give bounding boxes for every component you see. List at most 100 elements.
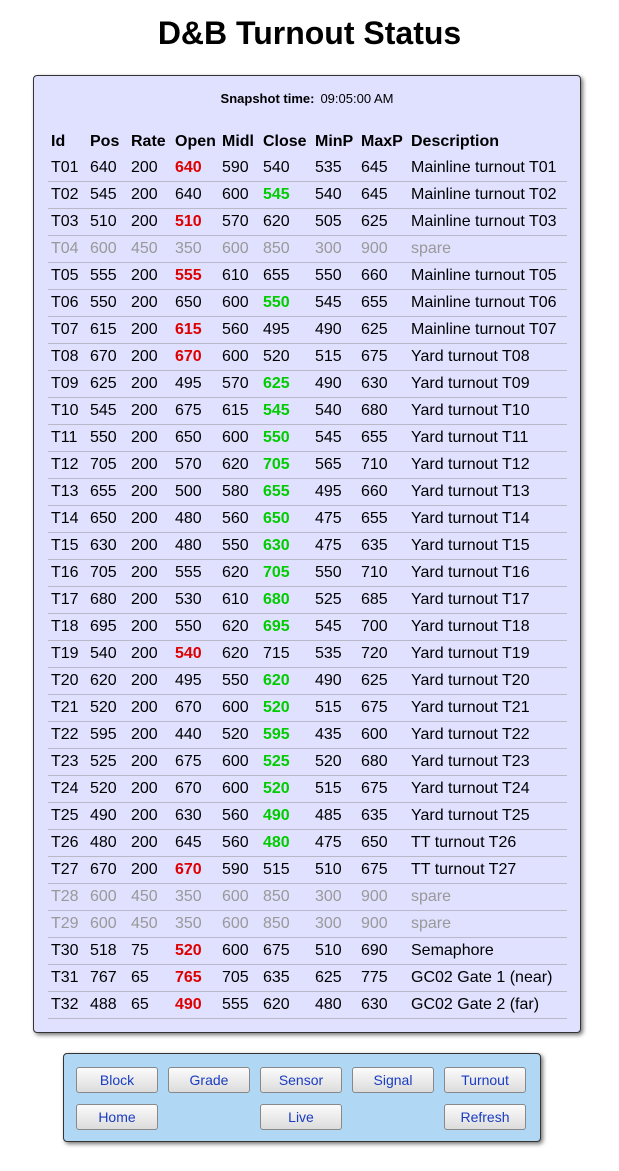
cell-rate: 200: [128, 694, 172, 722]
cell-pos: 680: [87, 586, 128, 614]
table-row: T12 705 200 570 620 705 565 710 Yard turnout T12: [48, 451, 567, 479]
cell-open: 670: [172, 775, 219, 803]
cell-minp: 435: [312, 721, 358, 749]
cell-open: 510: [172, 208, 219, 236]
cell-pos: 480: [87, 829, 128, 857]
cell-pos: 705: [87, 451, 128, 479]
cell-open: 570: [172, 451, 219, 479]
cell-pos: 550: [87, 289, 128, 317]
cell-id: T05: [48, 262, 87, 290]
table-row: T09 625 200 495 570 625 490 630 Yard turnout T09: [48, 370, 567, 398]
cell-description: spare: [408, 910, 567, 938]
cell-maxp: 635: [358, 532, 408, 560]
live-button[interactable]: Live: [260, 1104, 342, 1130]
cell-id: T17: [48, 586, 87, 614]
cell-minp: 625: [312, 964, 358, 992]
cell-id: T01: [48, 155, 87, 182]
cell-maxp: 600: [358, 721, 408, 749]
cell-minp: 490: [312, 370, 358, 398]
cell-id: T32: [48, 991, 87, 1019]
cell-midl: 550: [219, 667, 260, 695]
signal-button[interactable]: Signal: [352, 1067, 434, 1093]
cell-id: T10: [48, 397, 87, 425]
table-header-row: Id Pos Rate Open Midl Close MinP MaxP De…: [48, 128, 567, 155]
turnout-button[interactable]: Turnout: [444, 1067, 526, 1093]
table-row: T21 520 200 670 600 520 515 675 Yard turnout T21: [48, 694, 567, 722]
cell-close: 850: [260, 910, 312, 938]
cell-midl: 570: [219, 370, 260, 398]
cell-id: T13: [48, 478, 87, 506]
sensor-button[interactable]: Sensor: [260, 1067, 342, 1093]
cell-midl: 620: [219, 640, 260, 668]
col-header-id: Id: [51, 132, 66, 150]
cell-id: T22: [48, 721, 87, 749]
col-header-midl: Midl: [222, 132, 254, 150]
cell-maxp: 625: [358, 316, 408, 344]
cell-minp: 515: [312, 343, 358, 371]
cell-minp: 515: [312, 775, 358, 803]
grade-button[interactable]: Grade: [168, 1067, 250, 1093]
cell-open: 555: [172, 559, 219, 587]
cell-maxp: 650: [358, 829, 408, 857]
cell-midl: 705: [219, 964, 260, 992]
cell-pos: 490: [87, 802, 128, 830]
home-button[interactable]: Home: [76, 1104, 158, 1130]
cell-description: Yard turnout T11: [408, 424, 567, 452]
cell-rate: 200: [128, 667, 172, 695]
cell-description: Mainline turnout T05: [408, 262, 567, 290]
block-button[interactable]: Block: [76, 1067, 158, 1093]
cell-minp: 300: [312, 910, 358, 938]
cell-midl: 560: [219, 505, 260, 533]
cell-close: 655: [260, 478, 312, 506]
table-row: T22 595 200 440 520 595 435 600 Yard turnout T22: [48, 721, 567, 749]
cell-description: Yard turnout T20: [408, 667, 567, 695]
cell-midl: 560: [219, 802, 260, 830]
cell-id: T21: [48, 694, 87, 722]
cell-description: Semaphore: [408, 937, 567, 965]
nav-panel: Block Grade Sensor Signal Turnout Home L…: [63, 1053, 541, 1142]
cell-close: 630: [260, 532, 312, 560]
cell-midl: 600: [219, 289, 260, 317]
cell-pos: 630: [87, 532, 128, 560]
cell-midl: 610: [219, 262, 260, 290]
table-row: T16 705 200 555 620 705 550 710 Yard turnout T16: [48, 559, 567, 587]
cell-maxp: 675: [358, 775, 408, 803]
cell-maxp: 685: [358, 586, 408, 614]
cell-open: 350: [172, 883, 219, 911]
col-header-maxp: MaxP: [361, 132, 403, 150]
cell-minp: 545: [312, 289, 358, 317]
cell-close: 520: [260, 775, 312, 803]
cell-minp: 550: [312, 262, 358, 290]
cell-close: 705: [260, 451, 312, 479]
cell-description: TT turnout T26: [408, 829, 567, 857]
cell-minp: 485: [312, 802, 358, 830]
cell-open: 670: [172, 694, 219, 722]
cell-maxp: 680: [358, 397, 408, 425]
cell-pos: 600: [87, 883, 128, 911]
cell-rate: 200: [128, 613, 172, 641]
cell-close: 705: [260, 559, 312, 587]
col-header-description: Description: [411, 132, 500, 150]
cell-minp: 490: [312, 667, 358, 695]
col-header-close: Close: [263, 132, 307, 150]
cell-midl: 560: [219, 829, 260, 857]
cell-open: 490: [172, 991, 219, 1019]
cell-pos: 767: [87, 964, 128, 992]
cell-rate: 450: [128, 235, 172, 263]
cell-close: 635: [260, 964, 312, 992]
cell-midl: 620: [219, 451, 260, 479]
table-row: T28 600 450 350 600 850 300 900 spare: [48, 883, 567, 911]
cell-maxp: 900: [358, 910, 408, 938]
cell-id: T24: [48, 775, 87, 803]
table-row: T05 555 200 555 610 655 550 660 Mainline turnout…: [48, 262, 567, 290]
refresh-button[interactable]: Refresh: [444, 1104, 526, 1130]
cell-minp: 535: [312, 640, 358, 668]
cell-id: T18: [48, 613, 87, 641]
cell-close: 550: [260, 424, 312, 452]
cell-open: 530: [172, 586, 219, 614]
cell-open: 640: [172, 155, 219, 182]
cell-pos: 545: [87, 181, 128, 209]
cell-rate: 200: [128, 721, 172, 749]
table-row: T10 545 200 675 615 545 540 680 Yard turnout T10: [48, 397, 567, 425]
cell-open: 630: [172, 802, 219, 830]
